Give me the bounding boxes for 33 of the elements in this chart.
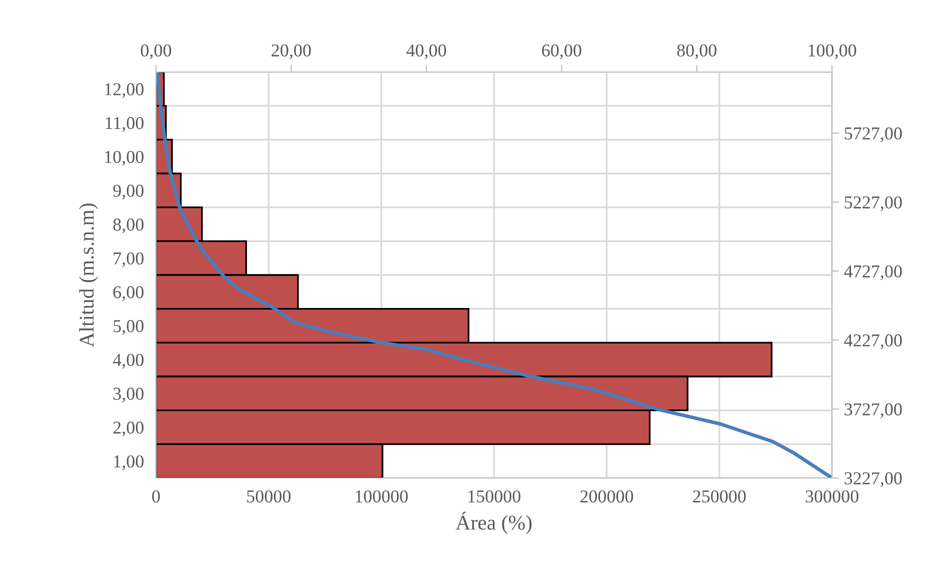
x-tick-label: 300000	[806, 490, 858, 503]
y-tick-label: 3,00	[113, 388, 144, 402]
y-tick-label: 7,00	[114, 252, 144, 268]
y-tick-label: 10,00	[105, 150, 144, 166]
x-axis-title: Área (%)	[456, 512, 532, 534]
y-tick-label: 1,00	[114, 455, 144, 470]
x-tick-label: 0	[152, 490, 160, 503]
y-tick-label: 2,00	[113, 422, 144, 436]
y-tick-label: 3727,00	[844, 403, 902, 418]
y-tick-label: 5227,00	[844, 196, 902, 212]
y-tick-label: 3227,00	[844, 472, 902, 488]
y-tick-label: 12,00	[105, 83, 144, 98]
x-tick-label: 60,00	[542, 44, 582, 60]
x-tick-label: 0,00	[140, 44, 172, 60]
x-tick-label: 50000	[247, 490, 291, 503]
y-tick-label: 8,00	[113, 218, 144, 234]
y-tick-label: 9,00	[113, 184, 144, 200]
y-tick-label: 6,00	[113, 286, 144, 301]
y-tick-label: 4,00	[112, 354, 144, 369]
y-tick-label: 5727,00	[844, 127, 902, 142]
x-tick-label: 150000	[468, 490, 520, 503]
y-axis-title: Altitud (m.s.n.m)	[79, 204, 98, 348]
y-tick-label: 4227,00	[844, 334, 902, 350]
x-tick-label: 100000	[356, 490, 408, 503]
x-tick-label: 40,00	[406, 44, 446, 60]
x-tick-label: 250000	[693, 490, 746, 503]
y-tick-label: 4727,00	[844, 265, 902, 280]
y-tick-label: 11,00	[106, 117, 144, 132]
x-tick-label: 100,00	[808, 44, 856, 60]
y-tick-label: 5,00	[114, 320, 144, 335]
x-tick-label: 20,00	[272, 44, 311, 60]
x-tick-label: 200000	[580, 490, 634, 503]
x-tick-label: 80,00	[677, 44, 716, 60]
